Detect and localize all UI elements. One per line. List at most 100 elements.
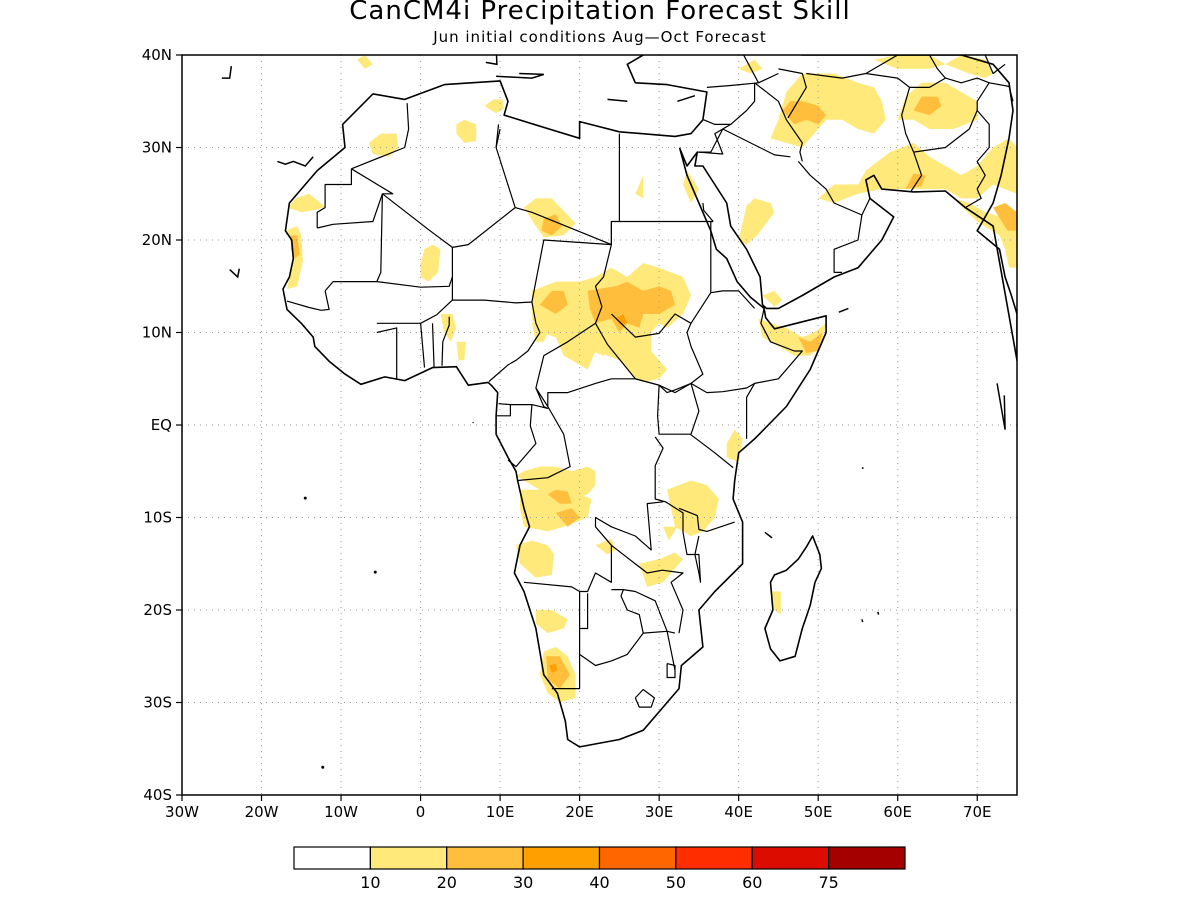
country-border: [698, 123, 732, 155]
country-border: [706, 82, 759, 88]
skill-region-26: [818, 138, 1017, 203]
country-border: [488, 301, 541, 382]
country-border: [710, 290, 756, 309]
country-border: [666, 663, 676, 679]
country-border: [523, 501, 664, 593]
skill-region-3: [368, 133, 399, 157]
country-border: [578, 589, 644, 667]
skill-region-15: [587, 281, 675, 333]
country-border: [495, 128, 501, 148]
country-border: [702, 202, 714, 222]
skill-region-32: [738, 59, 763, 74]
lat-tick-label: EQ: [151, 416, 172, 434]
lon-tick-label: 50E: [804, 803, 833, 821]
colorbar-label: 30: [513, 873, 533, 892]
lat-tick-label: 30S: [143, 694, 172, 712]
skill-region-20: [738, 198, 775, 245]
island: [221, 66, 233, 79]
colorbar-swatch: [598, 846, 677, 870]
country-border: [697, 128, 791, 158]
country-border: [611, 588, 676, 634]
lat-tick-label: 20S: [143, 601, 172, 619]
skill-region-16: [615, 314, 628, 326]
country-border: [316, 168, 352, 228]
country-border: [551, 654, 581, 690]
africa-coastline: [282, 55, 1017, 748]
country-border: [431, 323, 435, 368]
country-border: [984, 55, 1006, 75]
skill-region-9: [484, 99, 505, 114]
lon-tick-label: 20E: [565, 803, 594, 821]
country-border: [658, 382, 692, 394]
country-border: [690, 383, 700, 435]
skill-region-14: [539, 290, 568, 314]
country-border: [778, 68, 807, 119]
skill-region-38: [555, 508, 580, 527]
colorbar: 10 20 30 40 50 60 75: [293, 846, 906, 892]
country-border: [441, 316, 450, 366]
lon-tick-label: 70E: [963, 803, 992, 821]
colorbar-swatch: [446, 846, 524, 870]
skill-shading-layer: [285, 55, 1017, 703]
country-border: [656, 385, 734, 469]
lat-tick-label: 40S: [143, 786, 172, 804]
country-border: [351, 103, 410, 170]
skill-region-47: [663, 526, 678, 541]
country-border: [594, 244, 612, 324]
country-border: [376, 327, 398, 379]
madagascar-coastline: [764, 535, 823, 662]
country-border: [610, 133, 621, 245]
colorbar-label: 75: [818, 873, 838, 892]
lon-tick-label: 10E: [486, 803, 515, 821]
colorbar-label: 50: [666, 873, 686, 892]
island: [607, 98, 628, 103]
skill-region-29: [913, 96, 942, 116]
country-border: [754, 82, 803, 162]
island: [496, 72, 545, 79]
country-border: [611, 544, 684, 634]
colorbar-label: 60: [742, 873, 762, 892]
coastline-layer: [221, 55, 1017, 769]
skill-region-43: [549, 663, 558, 673]
lon-tick-label: 60E: [883, 803, 912, 821]
skill-region-48: [726, 429, 743, 462]
skill-region-34: [993, 203, 1017, 231]
lon-tick-label: 30E: [645, 803, 674, 821]
island: [764, 531, 773, 539]
country-border: [654, 436, 702, 583]
skill-region-37: [547, 489, 572, 504]
country-border: [535, 355, 660, 408]
skill-region-31: [945, 55, 994, 79]
lat-tick-label: 40N: [142, 46, 172, 64]
border-layer: [286, 55, 1014, 708]
country-border: [517, 406, 571, 482]
skill-region-42: [546, 656, 571, 689]
skill-region-11: [541, 214, 563, 236]
skill-region-6: [420, 244, 441, 282]
country-border: [643, 630, 676, 671]
colorbar-swatch: [675, 846, 753, 870]
country-border: [797, 161, 871, 216]
colorbar-swatch: [522, 846, 601, 870]
island: [303, 496, 307, 500]
country-border: [286, 290, 330, 311]
country-border: [420, 323, 426, 368]
skill-region-12: [635, 175, 644, 199]
skill-region-39: [516, 540, 555, 578]
lon-tick-label: 0: [416, 803, 426, 821]
skill-region-46: [667, 480, 719, 536]
country-border: [964, 110, 990, 209]
island: [485, 55, 498, 66]
island: [321, 765, 325, 769]
island: [861, 619, 864, 623]
island: [861, 466, 864, 470]
country-border: [634, 688, 656, 708]
lat-tick-label: 30N: [142, 139, 172, 157]
skill-region-4: [357, 55, 373, 69]
skill-region-25: [782, 101, 827, 125]
skill-region-40: [535, 610, 568, 634]
country-border: [745, 383, 756, 439]
country-border: [324, 281, 377, 292]
country-border: [498, 387, 549, 409]
map-subtitle: Jun initial conditions Aug—Oct Forecast: [433, 28, 767, 46]
